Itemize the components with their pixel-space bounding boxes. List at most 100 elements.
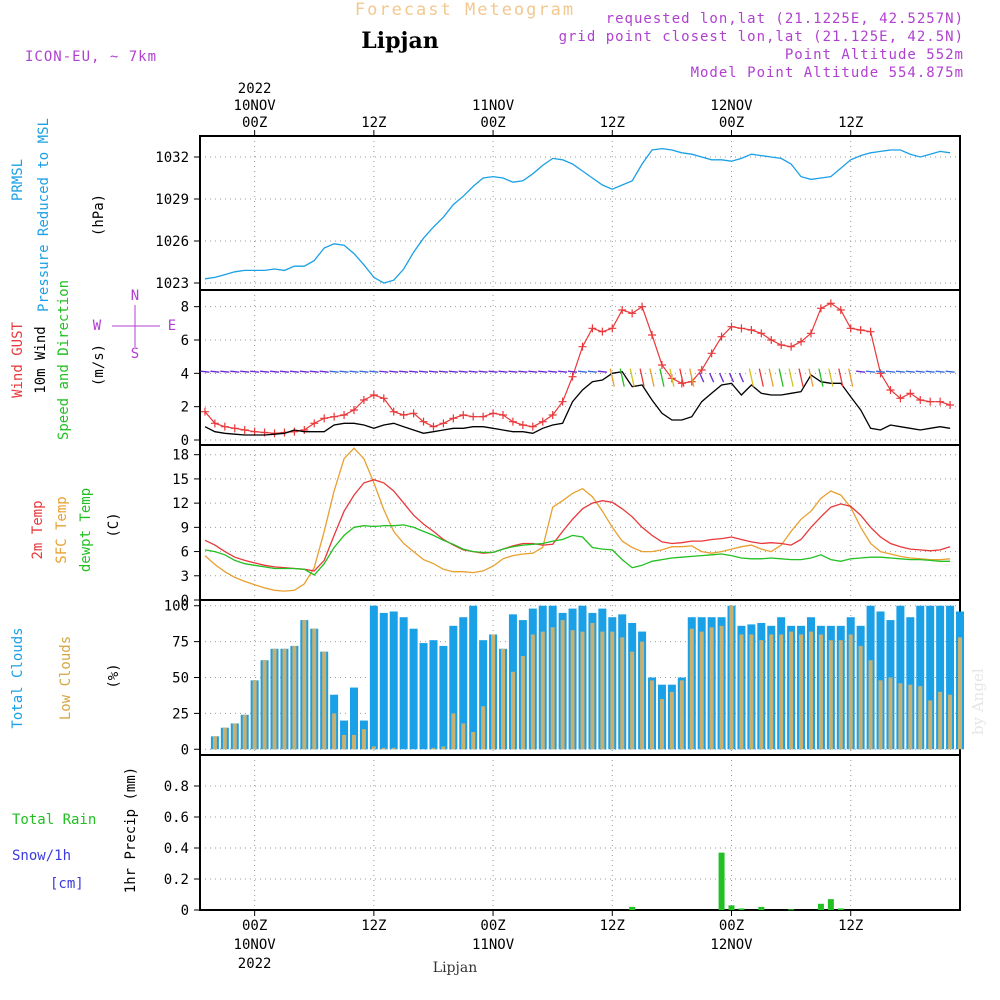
precip-legend: Total Rain — [12, 812, 96, 828]
panel-label: (m/s) — [91, 344, 107, 386]
wind-arrow — [818, 368, 824, 387]
y-tick-label: 25 — [172, 706, 189, 722]
gust-series-marker — [359, 396, 368, 404]
rain-bar — [728, 905, 735, 910]
gust-series-marker — [618, 306, 627, 314]
y-tick-label: 0.4 — [164, 841, 189, 857]
gust-series-marker — [866, 327, 875, 336]
total-cloud-bar — [439, 645, 448, 750]
wind-arrow — [679, 368, 685, 387]
wind-arrow — [399, 370, 409, 373]
gust-series-marker — [349, 406, 358, 414]
gust-series-marker — [886, 386, 895, 394]
low-cloud-bar — [659, 699, 664, 750]
panel-label: PRMSL — [10, 159, 26, 201]
low-cloud-bar — [510, 671, 515, 750]
total-cloud-bar — [409, 628, 418, 750]
low-cloud-bar — [888, 677, 893, 750]
gust-series-marker — [797, 337, 806, 346]
low-cloud-bar — [371, 746, 376, 750]
y-tick-label: 0 — [181, 903, 189, 919]
panel-label: (%) — [106, 663, 122, 688]
gust-series-marker — [479, 412, 488, 421]
gust-series-marker — [548, 411, 557, 419]
gust-series-marker — [220, 422, 229, 431]
gust-series-marker — [697, 366, 706, 374]
low-cloud-bar — [689, 628, 694, 750]
total-cloud-bar — [926, 605, 935, 750]
gust-series-marker — [528, 422, 537, 431]
wind-arrow — [558, 370, 568, 373]
gust-series-marker — [628, 309, 637, 318]
low-cloud-bar — [501, 648, 506, 750]
y-tick-label: 2 — [181, 400, 189, 416]
gust-series-marker — [906, 389, 915, 398]
wind-arrow — [428, 370, 439, 373]
low-cloud-bar — [461, 723, 466, 750]
wind-arrow — [269, 370, 280, 373]
wind-arrow — [758, 368, 764, 387]
wind-arrow — [329, 370, 339, 373]
wind-arrow — [538, 370, 548, 373]
grid-point-coords: grid point closest lon,lat (21.125E, 42.… — [559, 29, 964, 45]
rain-bar — [629, 906, 636, 910]
low-cloud-bar — [878, 680, 883, 750]
bottom-time-label: 12Z — [838, 918, 863, 934]
wind-arrow — [577, 370, 588, 373]
low-cloud-bar — [332, 713, 337, 750]
gust-series-marker — [518, 421, 527, 429]
wind-arrow — [945, 370, 955, 373]
wind-arrow — [925, 370, 935, 373]
y-tick-label: 75 — [172, 635, 189, 651]
gust-series-marker — [558, 397, 567, 406]
wind-arrow — [699, 372, 705, 383]
wind-series — [204, 370, 951, 436]
wind-series-line — [204, 370, 951, 436]
panels: 1023102610291032024680369121518025507510… — [155, 135, 964, 919]
y-tick-label: 50 — [172, 671, 189, 687]
low-cloud-bar — [938, 691, 943, 750]
total-cloud-bar — [349, 687, 358, 750]
gust-series-marker — [489, 409, 498, 418]
wind-arrow — [848, 368, 854, 387]
wind-arrow — [738, 372, 745, 383]
dewpt-series — [204, 524, 951, 576]
gust-series-marker — [787, 342, 796, 351]
top-time-label: 10NOV — [234, 98, 277, 114]
wind-arrow — [528, 370, 538, 373]
low-cloud-bar — [709, 627, 714, 750]
gust-series-marker — [936, 397, 945, 406]
y-tick-label: 18 — [172, 448, 189, 464]
bottom-time-axis: 00Z 10NOV 2022 12Z 00Z 11NOV 12Z 00Z 12NOV 12Z — [234, 910, 863, 972]
low-cloud-bar — [868, 660, 873, 750]
panel-label: Low Clouds — [58, 636, 74, 720]
location-title: Lipjan — [361, 28, 438, 54]
low-cloud-bar — [342, 734, 347, 750]
low-cloud-bar — [361, 729, 366, 750]
y-tick-label: 15 — [172, 472, 189, 488]
low-cloud-bar — [818, 634, 823, 750]
low-cloud-bar — [212, 736, 217, 750]
t2m-series — [204, 479, 951, 572]
wind-arrow — [468, 370, 478, 373]
low-cloud-bar — [640, 641, 645, 750]
wind-arrow — [905, 370, 915, 373]
wind-arrow — [438, 370, 448, 373]
y-tick-label: 1023 — [155, 276, 189, 292]
sfc-temp-series-line — [204, 447, 951, 592]
gust-series-marker — [608, 324, 617, 333]
wind-arrow — [498, 370, 508, 373]
top-time-label: 11NOV — [472, 98, 515, 114]
gust-series-marker — [876, 369, 885, 378]
compass-e: E — [168, 318, 176, 334]
gust-series-marker — [717, 332, 726, 341]
low-cloud-bar — [540, 631, 545, 750]
gust-series-marker — [727, 322, 736, 331]
rain-bar — [738, 908, 745, 910]
t2m-series-line — [204, 479, 951, 572]
wind-direction-arrows — [200, 368, 955, 387]
y-tick-label: 6 — [181, 333, 189, 349]
wind-arrow — [518, 370, 528, 373]
gust-series-marker — [777, 341, 786, 349]
